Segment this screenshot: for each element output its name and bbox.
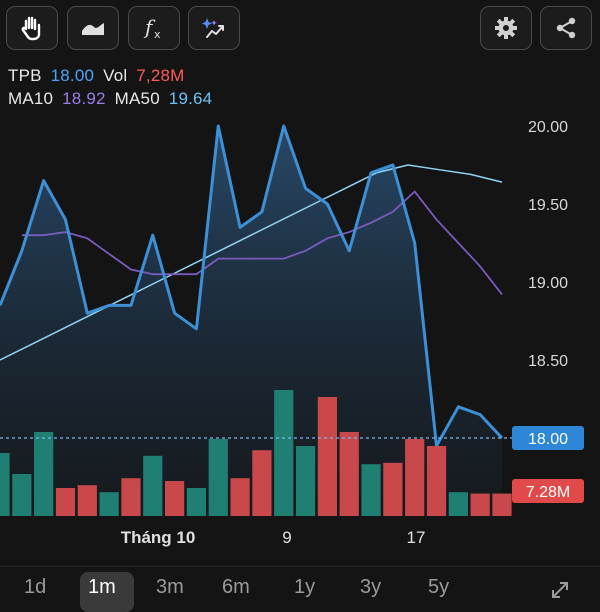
volume-bar (295, 446, 316, 516)
price-info-line: TPB 18.00 Vol 7,28M (8, 66, 189, 86)
range-3m[interactable]: 3m (156, 576, 184, 598)
x-axis-tick: 17 (407, 528, 426, 547)
ma10-label: MA10 (8, 89, 54, 108)
ma10-value: 18.92 (62, 89, 106, 108)
symbol-label: TPB (8, 66, 42, 85)
ma50-label: MA50 (114, 89, 160, 108)
y-axis-tick: 20.00 (528, 119, 568, 136)
hand-icon (21, 16, 41, 41)
volume-bar (448, 492, 468, 516)
range-separator (0, 566, 600, 567)
current-volume-tag-label: 7.28M (526, 484, 570, 501)
price-line (0, 124, 504, 448)
y-axis-tick: 19.50 (528, 197, 568, 214)
volume-bar (12, 474, 32, 516)
range-1d[interactable]: 1d (24, 576, 47, 598)
volume-label: Vol (103, 66, 128, 85)
y-axis-tick: 19.00 (528, 275, 568, 292)
volume-bar (492, 493, 512, 516)
volume-bar (121, 478, 141, 516)
volume-bar (405, 439, 425, 516)
volume-bar (55, 488, 76, 516)
settings-button[interactable] (480, 6, 532, 50)
range-1y[interactable]: 1y (294, 576, 316, 598)
price-chart[interactable]: 20.00 19.50 19.00 18.50 18.00 7.28M Tháng 10 9 1… (0, 110, 600, 565)
volume-bar (339, 432, 359, 516)
range-selector: 1d 1m 3m 6m 1y 3y 5y (0, 566, 600, 612)
x-axis-tick: Tháng 10 (121, 528, 196, 547)
svg-text:x: x (154, 28, 161, 41)
expand-icon[interactable] (548, 578, 572, 602)
volume-bar (0, 453, 10, 516)
ma50-value: 19.64 (168, 89, 213, 108)
hand-tool-button[interactable] (6, 6, 58, 50)
price-value: 18.00 (50, 66, 95, 85)
volume-bar (470, 493, 490, 516)
volume-bar (99, 492, 119, 516)
ma10-line (21, 190, 503, 296)
volume-value: 7,28M (136, 66, 185, 85)
range-6m[interactable]: 6m (222, 576, 250, 598)
volume-bar (252, 450, 272, 516)
indicators-button[interactable]: f x (128, 6, 180, 50)
y-axis-tick: 18.50 (528, 353, 568, 370)
gear-icon (495, 17, 517, 39)
sparkle-chart-icon (202, 18, 224, 38)
volume-bar (383, 462, 403, 516)
chart-type-button[interactable] (67, 6, 119, 50)
current-price-tag (512, 426, 584, 450)
ma-info-line: MA10 18.92 MA50 19.64 (8, 89, 216, 109)
volume-bar (186, 488, 207, 516)
ma50-line (0, 164, 503, 361)
range-1m[interactable]: 1m (88, 576, 116, 598)
volume-bar (361, 464, 381, 516)
ai-analysis-button[interactable] (188, 6, 240, 50)
volume-bar (143, 455, 163, 516)
range-3y[interactable]: 3y (360, 576, 382, 598)
current-price-tag-label: 18.00 (528, 431, 568, 448)
share-icon (556, 17, 576, 39)
area-chart-icon (82, 23, 104, 35)
current-volume-tag (512, 479, 584, 503)
x-axis-tick: 9 (282, 528, 291, 547)
share-button[interactable] (540, 6, 592, 50)
price-area-fill (0, 126, 502, 516)
volume-bar (34, 432, 54, 516)
volume-bar (426, 446, 447, 516)
volume-bar (165, 481, 185, 516)
volume-bar (208, 439, 228, 516)
volume-bar (77, 485, 97, 516)
volume-bar (230, 478, 250, 516)
volume-bar (317, 397, 337, 516)
volume-bar (274, 390, 294, 516)
function-icon: f x (143, 15, 161, 41)
range-5y[interactable]: 5y (428, 576, 450, 598)
